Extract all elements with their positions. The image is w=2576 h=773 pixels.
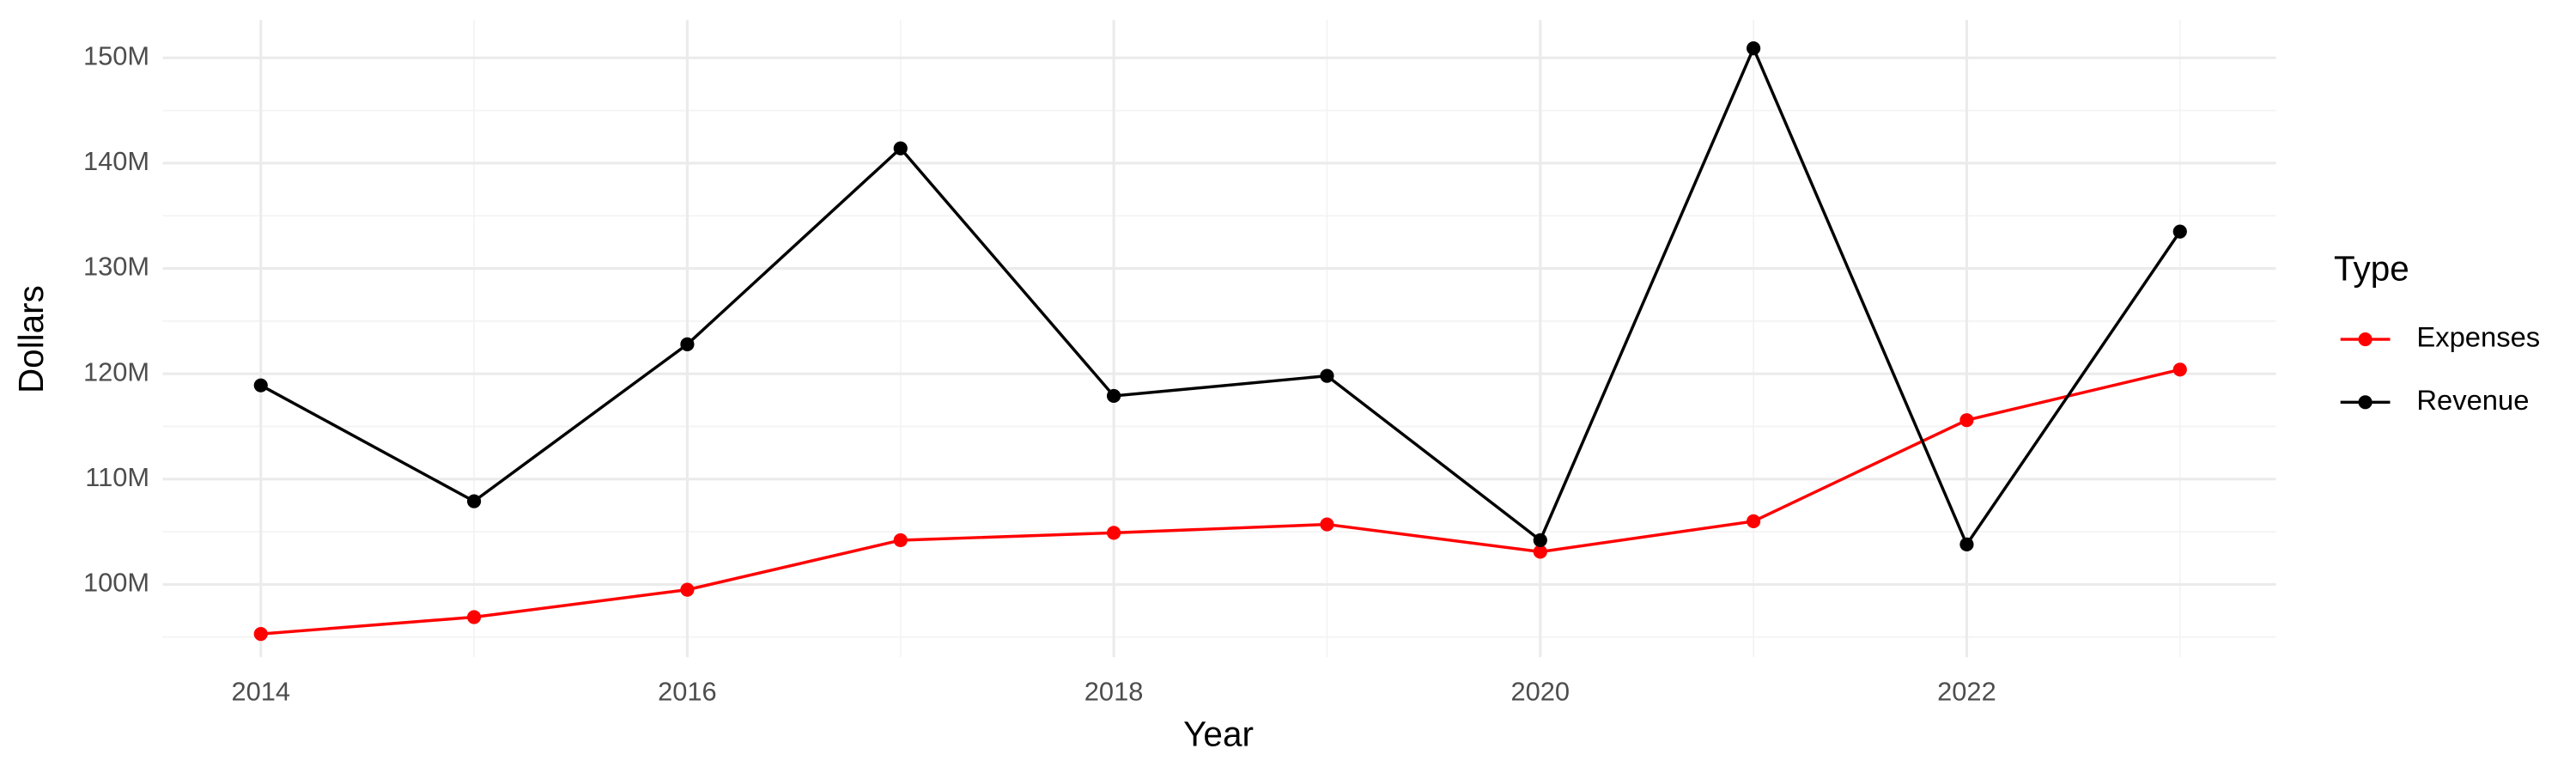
plot-area bbox=[253, 41, 2187, 642]
x-tick-label: 2014 bbox=[231, 677, 290, 707]
y-tick-label: 100M bbox=[83, 568, 149, 598]
point bbox=[1106, 526, 1121, 540]
legend-title: Type bbox=[2334, 249, 2409, 289]
point bbox=[893, 533, 908, 548]
point bbox=[466, 610, 482, 624]
x-tick-label: 2018 bbox=[1084, 677, 1144, 707]
y-tick-label: 110M bbox=[85, 462, 149, 492]
grid bbox=[162, 20, 2276, 658]
y-tick-label: 120M bbox=[83, 356, 149, 386]
point bbox=[1747, 41, 1761, 56]
point bbox=[253, 627, 268, 642]
point bbox=[1747, 514, 1761, 528]
legend: Expenses Revenue bbox=[2340, 321, 2540, 416]
x-axis-title: Year bbox=[1183, 714, 1254, 753]
x-tick-label: 2016 bbox=[658, 677, 717, 707]
point bbox=[253, 378, 268, 393]
x-tick-label: 2020 bbox=[1510, 677, 1570, 707]
legend-label: Revenue bbox=[2416, 384, 2529, 416]
point bbox=[1959, 537, 1974, 551]
y-tick-label: 140M bbox=[83, 146, 149, 176]
point bbox=[1320, 368, 1334, 383]
point bbox=[680, 582, 695, 597]
point bbox=[680, 337, 695, 351]
legend-point bbox=[2358, 395, 2372, 410]
point bbox=[1959, 413, 1974, 428]
point bbox=[1533, 533, 1547, 548]
legend-point bbox=[2358, 332, 2372, 347]
point bbox=[1533, 545, 1547, 559]
y-axis-title: Dollars bbox=[11, 285, 51, 393]
legend-label: Expenses bbox=[2416, 321, 2540, 353]
point bbox=[466, 494, 482, 508]
point bbox=[1320, 517, 1334, 532]
point bbox=[2172, 362, 2187, 377]
point bbox=[1106, 388, 1121, 404]
point bbox=[2172, 224, 2187, 239]
series-line bbox=[260, 368, 2181, 636]
y-tick-label: 130M bbox=[83, 252, 149, 282]
point bbox=[893, 141, 908, 155]
series-line bbox=[259, 44, 2182, 548]
x-tick-label: 2022 bbox=[1937, 677, 1996, 707]
y-tick-label: 150M bbox=[83, 40, 149, 70]
